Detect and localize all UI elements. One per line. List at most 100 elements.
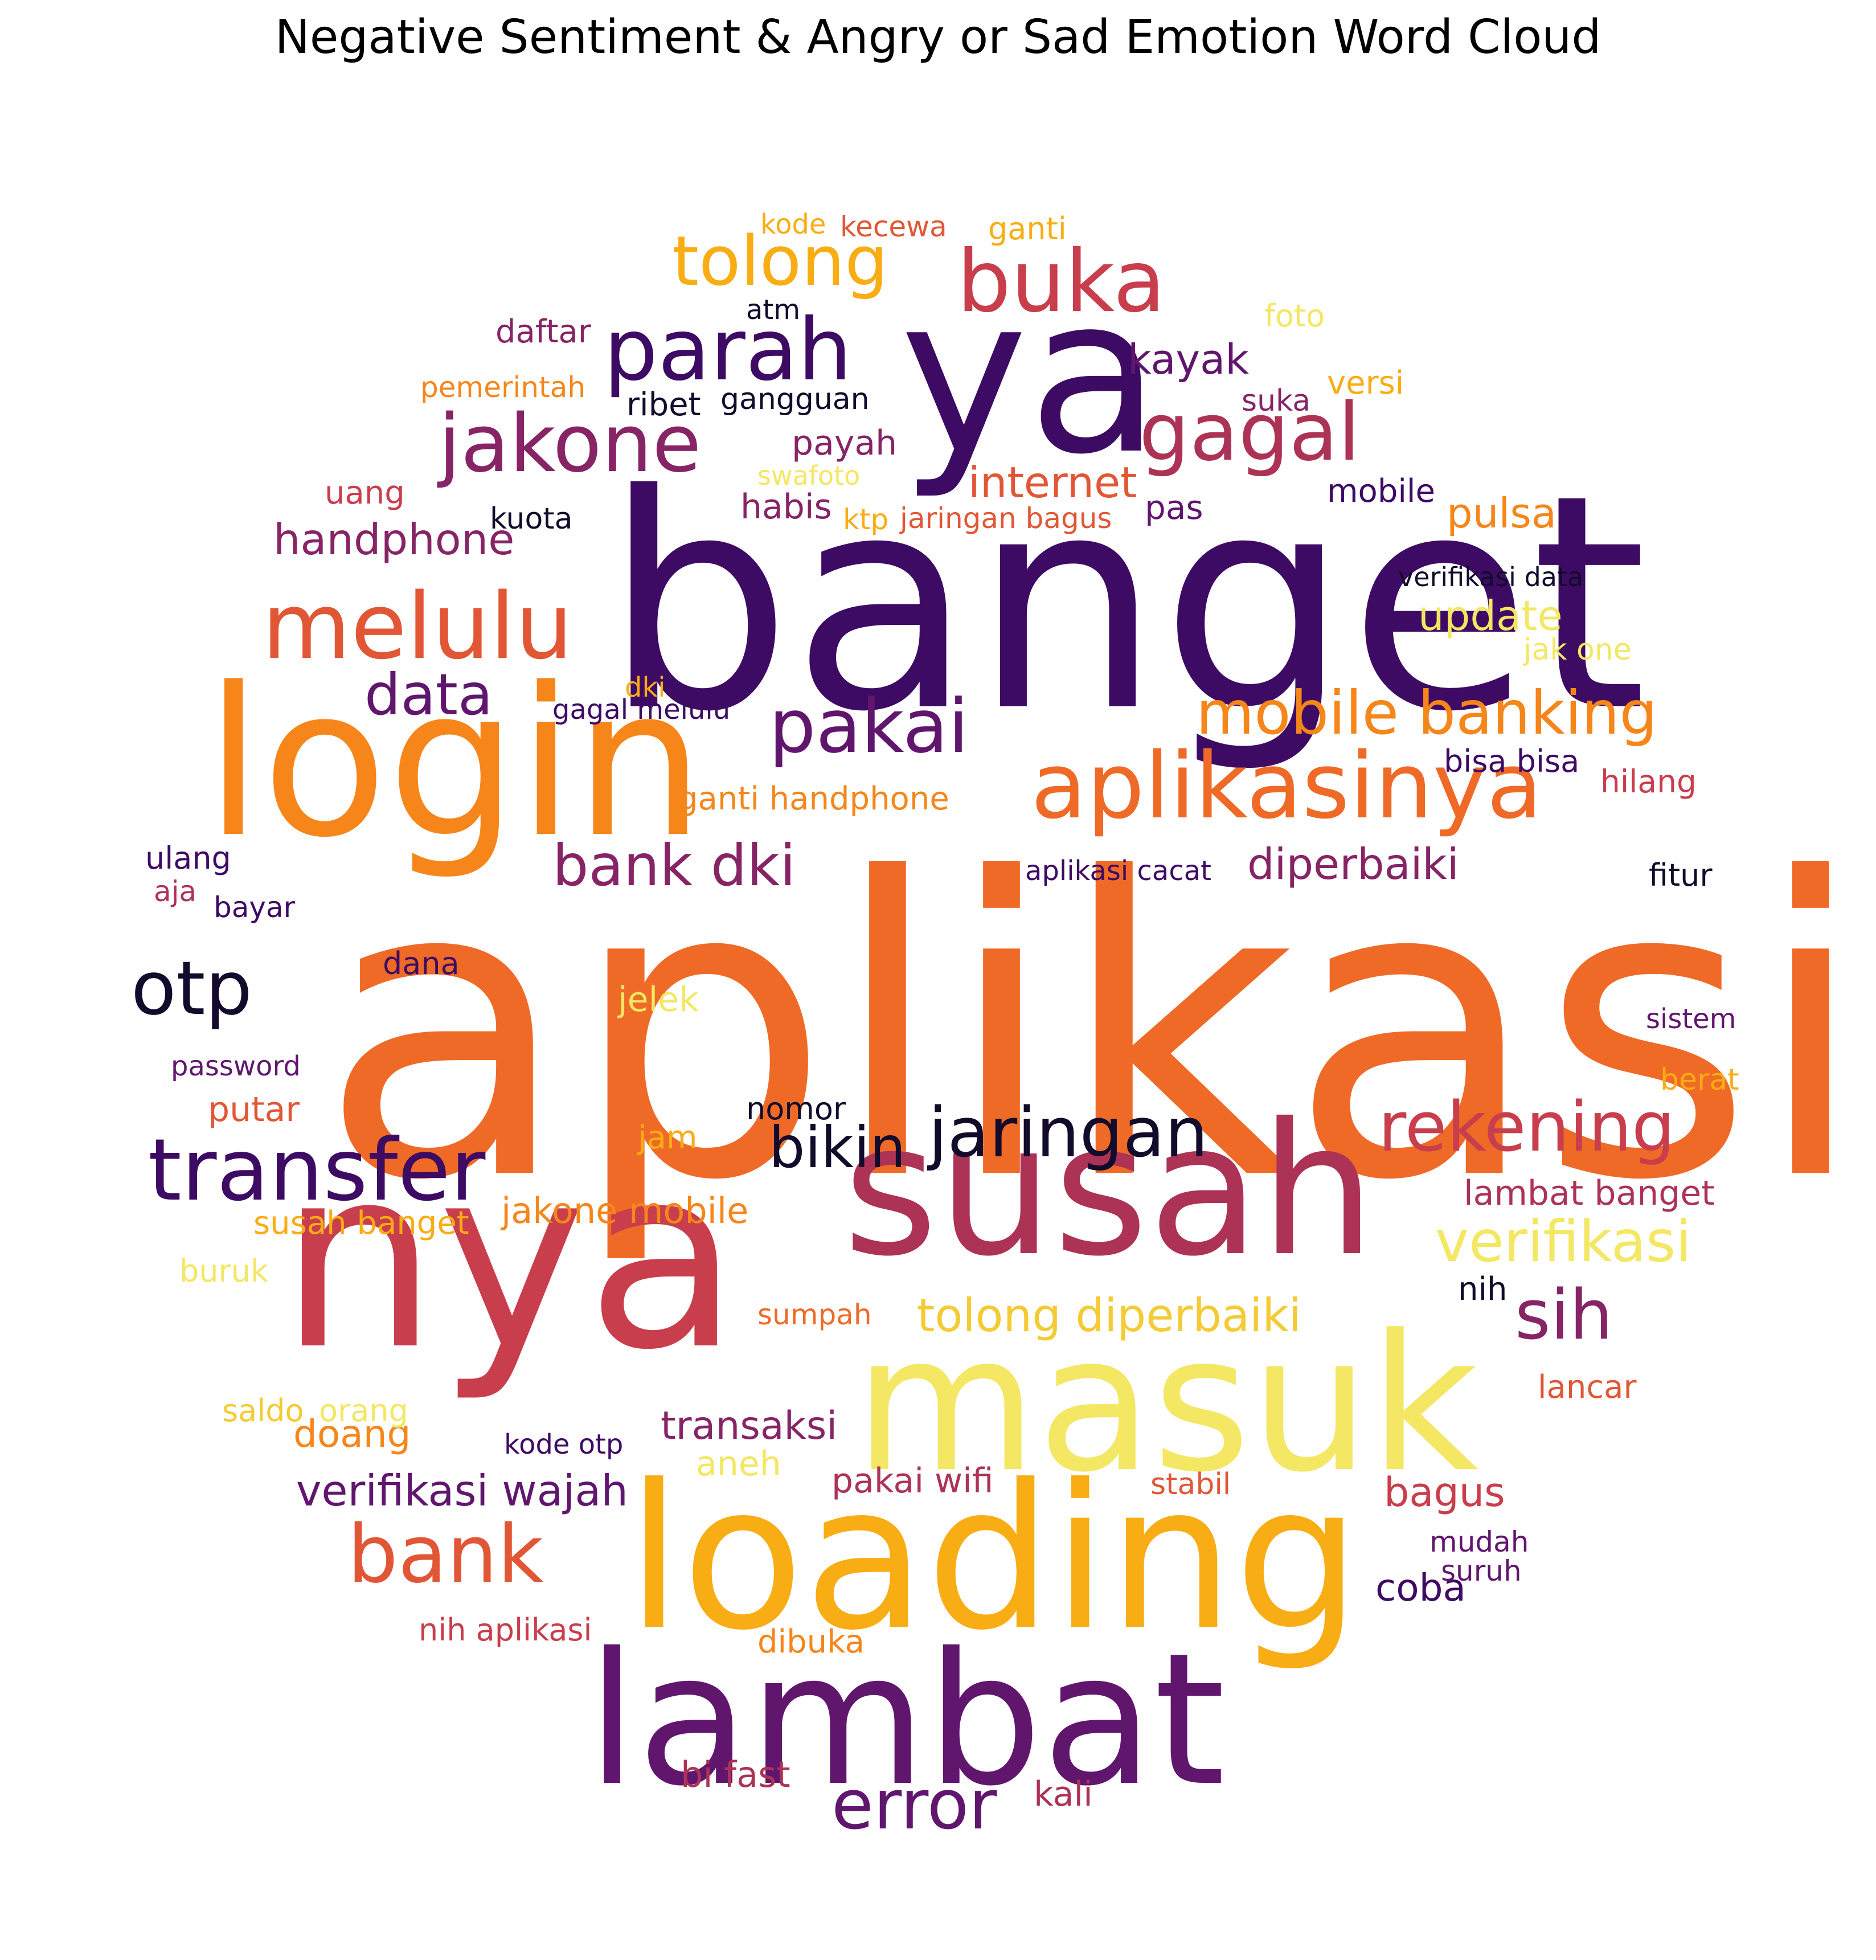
- word-rekening: rekening: [1378, 1088, 1676, 1167]
- word-bi-fast: bi fast: [681, 1754, 790, 1795]
- word-diperbaiki: diperbaiki: [1247, 839, 1459, 889]
- word-mobile: mobile: [1327, 473, 1435, 510]
- word-susah-banget: susah banget: [253, 1205, 469, 1242]
- word-lambat-banget: lambat banget: [1464, 1173, 1715, 1213]
- word-masuk: masuk: [854, 1295, 1478, 1513]
- word-jak-one: jak one: [1523, 633, 1632, 667]
- word-jaringan-bagus: jaringan bagus: [900, 502, 1112, 535]
- word-swafoto: swafoto: [757, 460, 861, 491]
- word-banget: banget: [604, 431, 1648, 776]
- word-verifikasi: verifikasi: [1435, 1208, 1691, 1275]
- word-nya: nya: [279, 1113, 740, 1405]
- word-suka: suka: [1242, 384, 1311, 418]
- word-aneh: aneh: [696, 1444, 781, 1484]
- word-verifikasi-wajah: verifikasi wajah: [296, 1466, 628, 1516]
- word-aplikasi-cacat: aplikasi cacat: [1025, 855, 1211, 887]
- word-stabil: stabil: [1150, 1467, 1231, 1501]
- word-ribet: ribet: [626, 386, 701, 423]
- word-gagal-melulu: gagal melulu: [552, 694, 731, 726]
- word-verifikasi-data: verifikasi data: [1398, 562, 1584, 592]
- word-versi: versi: [1327, 365, 1404, 402]
- word-lambat: lambat: [587, 1614, 1226, 1826]
- word-ya: ya: [900, 249, 1161, 502]
- word-jakone: jakone: [439, 398, 702, 490]
- word-buka: buka: [957, 232, 1166, 332]
- word-parah: parah: [604, 301, 852, 400]
- word-password: password: [171, 1050, 301, 1082]
- word-mobile-banking: mobile banking: [1196, 678, 1658, 748]
- word-pakai: pakai: [769, 683, 969, 770]
- word-payah: payah: [792, 423, 898, 463]
- word-putar: putar: [208, 1090, 300, 1130]
- word-login: login: [205, 644, 704, 882]
- word-aplikasi: aplikasi: [319, 792, 1867, 1270]
- word-melulu: melulu: [262, 573, 574, 680]
- word-dki: dki: [625, 672, 666, 703]
- word-sistem: sistem: [1646, 1003, 1736, 1035]
- word-jaringan: jaringan: [928, 1094, 1209, 1173]
- word-dibuka: dibuka: [757, 1623, 865, 1660]
- word-pas: pas: [1145, 488, 1203, 527]
- word-nomor: nomor: [746, 1091, 846, 1127]
- word-foto: foto: [1264, 298, 1325, 334]
- word-buruk: buruk: [179, 1253, 269, 1289]
- word-hilang: hilang: [1600, 763, 1697, 800]
- word-tolong-diperbaiki: tolong diperbaiki: [917, 1289, 1301, 1342]
- word-ganti: ganti: [988, 211, 1067, 247]
- word-lancar: lancar: [1538, 1369, 1637, 1406]
- word-ulang: ulang: [145, 840, 231, 876]
- word-tolong: tolong: [672, 222, 888, 301]
- word-jam: jam: [638, 1119, 698, 1156]
- word-bikin: bikin: [769, 1114, 906, 1181]
- word-ganti-handphone: ganti handphone: [678, 780, 949, 817]
- word-pemerintah: pemerintah: [420, 371, 586, 404]
- word-aplikasinya: aplikasinya: [1031, 733, 1543, 839]
- word-otp: otp: [131, 945, 253, 1032]
- word-data: data: [364, 661, 493, 728]
- word-suruh: suruh: [1441, 1554, 1522, 1587]
- word-ktp: ktp: [843, 503, 889, 536]
- word-error: error: [831, 1766, 997, 1845]
- word-sumpah: sumpah: [757, 1298, 872, 1331]
- word-orang: orang: [319, 1393, 408, 1429]
- word-nih-aplikasi: nih aplikasi: [419, 1612, 592, 1648]
- word-bayar: bayar: [214, 891, 296, 924]
- word-gagal: gagal: [1139, 386, 1361, 479]
- word-daftar: daftar: [495, 313, 591, 350]
- word-mudah: mudah: [1429, 1525, 1529, 1558]
- word-update: update: [1418, 592, 1563, 640]
- word-kayak: kayak: [1128, 335, 1249, 383]
- word-bank: bank: [347, 1508, 544, 1601]
- word-nih: nih: [1458, 1271, 1508, 1308]
- word-bagus: bagus: [1384, 1469, 1505, 1516]
- word-saldo: saldo: [222, 1393, 304, 1429]
- word-transaksi: transaksi: [661, 1403, 838, 1448]
- word-pulsa: pulsa: [1447, 489, 1556, 537]
- word-jelek: jelek: [618, 980, 699, 1020]
- word-habis: habis: [740, 487, 832, 527]
- word-gangguan: gangguan: [720, 382, 870, 416]
- word-loading: loading: [626, 1442, 1361, 1674]
- word-fitur: fitur: [1649, 857, 1713, 893]
- word-kuota: kuota: [490, 502, 573, 536]
- word-atm: atm: [746, 294, 800, 326]
- word-bisa-bisa: bisa bisa: [1444, 743, 1580, 779]
- word-coba: coba: [1375, 1566, 1467, 1610]
- word-dana: dana: [383, 946, 460, 981]
- word-sih: sih: [1515, 1276, 1613, 1355]
- word-bank-dki: bank dki: [552, 832, 796, 899]
- word-kali: kali: [1034, 1774, 1093, 1814]
- word-kode: kode: [760, 208, 826, 240]
- word-doang: doang: [293, 1412, 411, 1456]
- word-susah: susah: [843, 1085, 1376, 1296]
- word-transfer: transfer: [148, 1121, 486, 1220]
- word-jakone-mobile: jakone mobile: [501, 1190, 749, 1231]
- word-kode-otp: kode otp: [504, 1429, 624, 1460]
- word-uang: uang: [325, 474, 405, 512]
- chart-title: Negative Sentiment & Angry or Sad Emotio…: [275, 10, 1601, 64]
- word-handphone: handphone: [273, 514, 515, 564]
- word-berat: berat: [1660, 1063, 1739, 1097]
- word-aja: aja: [154, 875, 197, 908]
- word-internet: internet: [968, 457, 1137, 508]
